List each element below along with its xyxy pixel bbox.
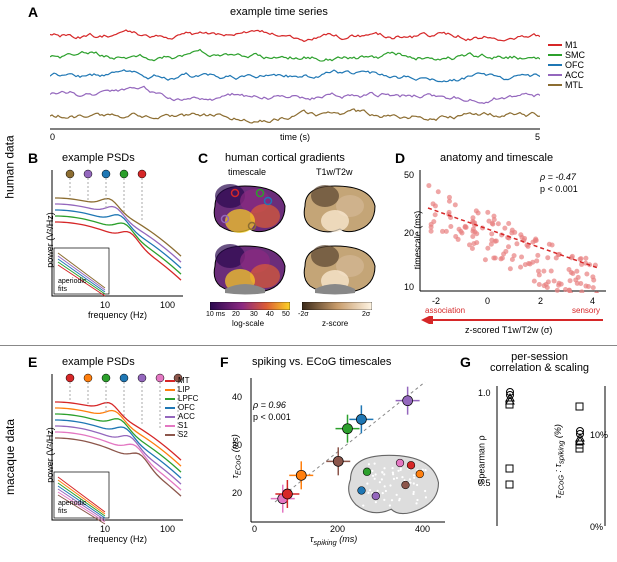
panel-d-ytick1: 20 [404, 228, 414, 238]
panel-g-y2tick0: 0% [590, 522, 603, 532]
panel-a-xlabel: time (s) [280, 132, 310, 142]
panel-f-ytick2: 40 [232, 392, 242, 402]
panel-d-ytick2: 50 [404, 170, 414, 180]
panel-f-xtick2: 400 [415, 524, 430, 534]
section-divider [0, 345, 617, 346]
panel-f-p: p < 0.001 [253, 412, 291, 422]
panel-g-plots [475, 376, 610, 536]
panel-f-ytick1: 30 [232, 440, 242, 450]
panel-e-xlabel: frequency (Hz) [88, 534, 147, 544]
panel-b-title: example PSDs [62, 152, 135, 164]
panel-d-xtick1: 0 [485, 296, 490, 306]
panel-c-bar2-label: z-score [322, 319, 348, 328]
panel-d-xtick0: -2 [432, 296, 440, 306]
panel-c-title: human cortical gradients [225, 152, 345, 164]
panel-c-colorbar1 [210, 302, 290, 310]
panel-d-label: D [395, 150, 405, 166]
panel-b-xtick1: 10 [100, 300, 110, 310]
panel-c-bar1-label: log-scale [232, 319, 264, 328]
panel-f-title: spiking vs. ECoG timescales [252, 356, 391, 368]
panel-d-xtick2: 2 [538, 296, 543, 306]
panel-a-timeseries [50, 16, 540, 131]
panel-g-title: per-sessioncorrelation & scaling [490, 352, 589, 374]
panel-e-inset: aperiodicfits [58, 500, 86, 516]
panel-d-xtick3: 4 [590, 296, 595, 306]
panel-g-y1tick1: 1.0 [478, 388, 491, 398]
panel-e-label: E [28, 354, 37, 370]
panel-g-label: G [460, 354, 471, 370]
panel-b-xlabel: frequency (Hz) [88, 310, 147, 320]
panel-d-assoc: association [425, 306, 465, 315]
panel-d-arrow [418, 316, 608, 324]
panel-f-ytick0: 20 [232, 488, 242, 498]
panel-b-label: B [28, 150, 38, 166]
panel-f-scatter [245, 372, 450, 532]
panel-a-xmin: 0 [50, 132, 55, 142]
panel-f-label: F [220, 354, 229, 370]
panel-c-bar1-t4: 50 [282, 311, 290, 318]
panel-b-xtick2: 100 [160, 300, 175, 310]
macaque-data-label: macaque data [3, 419, 17, 495]
panel-c-colorbar2 [302, 302, 372, 310]
panel-c-bar1-t2: 30 [250, 311, 258, 318]
legend-macaque-regions: MTLIPLPFCOFCACCS1S2 [165, 376, 198, 439]
panel-c-bar1-t3: 40 [266, 311, 274, 318]
panel-d-p: p < 0.001 [540, 184, 578, 194]
panel-e-xtick1: 10 [100, 524, 110, 534]
panel-c-bar1-t0: 10 ms [206, 311, 225, 318]
panel-e-xtick2: 100 [160, 524, 175, 534]
panel-e-title: example PSDs [62, 356, 135, 368]
panel-d-title: anatomy and timescale [440, 152, 553, 164]
panel-d-rho: ρ = -0.47 [540, 172, 576, 182]
panel-d-xlabel: z-scored T1w/T2w (σ) [465, 325, 552, 335]
panel-d-scatter [418, 168, 608, 293]
panel-c-bar2-t0: -2σ [298, 311, 309, 318]
panel-f-xtick0: 0 [252, 524, 257, 534]
panel-g-ylabel2: τECoG : τspiking (%) [553, 424, 566, 499]
legend-human-regions: M1SMCOFCACCMTL [548, 40, 585, 90]
human-data-label: human data [3, 135, 17, 198]
panel-g-y1tick0: 0.5 [478, 478, 491, 488]
panel-d-sensory: sensory [572, 306, 600, 315]
panel-c-bar2-t1: 2σ [362, 311, 370, 318]
panel-f-xtick1: 200 [330, 524, 345, 534]
panel-g-y2tick1: 10% [590, 430, 608, 440]
panel-d-ytick0: 10 [404, 282, 414, 292]
panel-c-bar1-t1: 20 [232, 311, 240, 318]
panel-f-rho: ρ = 0.96 [253, 400, 286, 410]
panel-f-xlabel: τspiking (ms) [310, 534, 357, 547]
panel-c-brains [205, 176, 380, 306]
panel-a-label: A [28, 4, 38, 20]
panel-b-inset: aperiodicfits [58, 278, 86, 294]
panel-c-label: C [198, 150, 208, 166]
panel-a-xmax: 5 [535, 132, 540, 142]
